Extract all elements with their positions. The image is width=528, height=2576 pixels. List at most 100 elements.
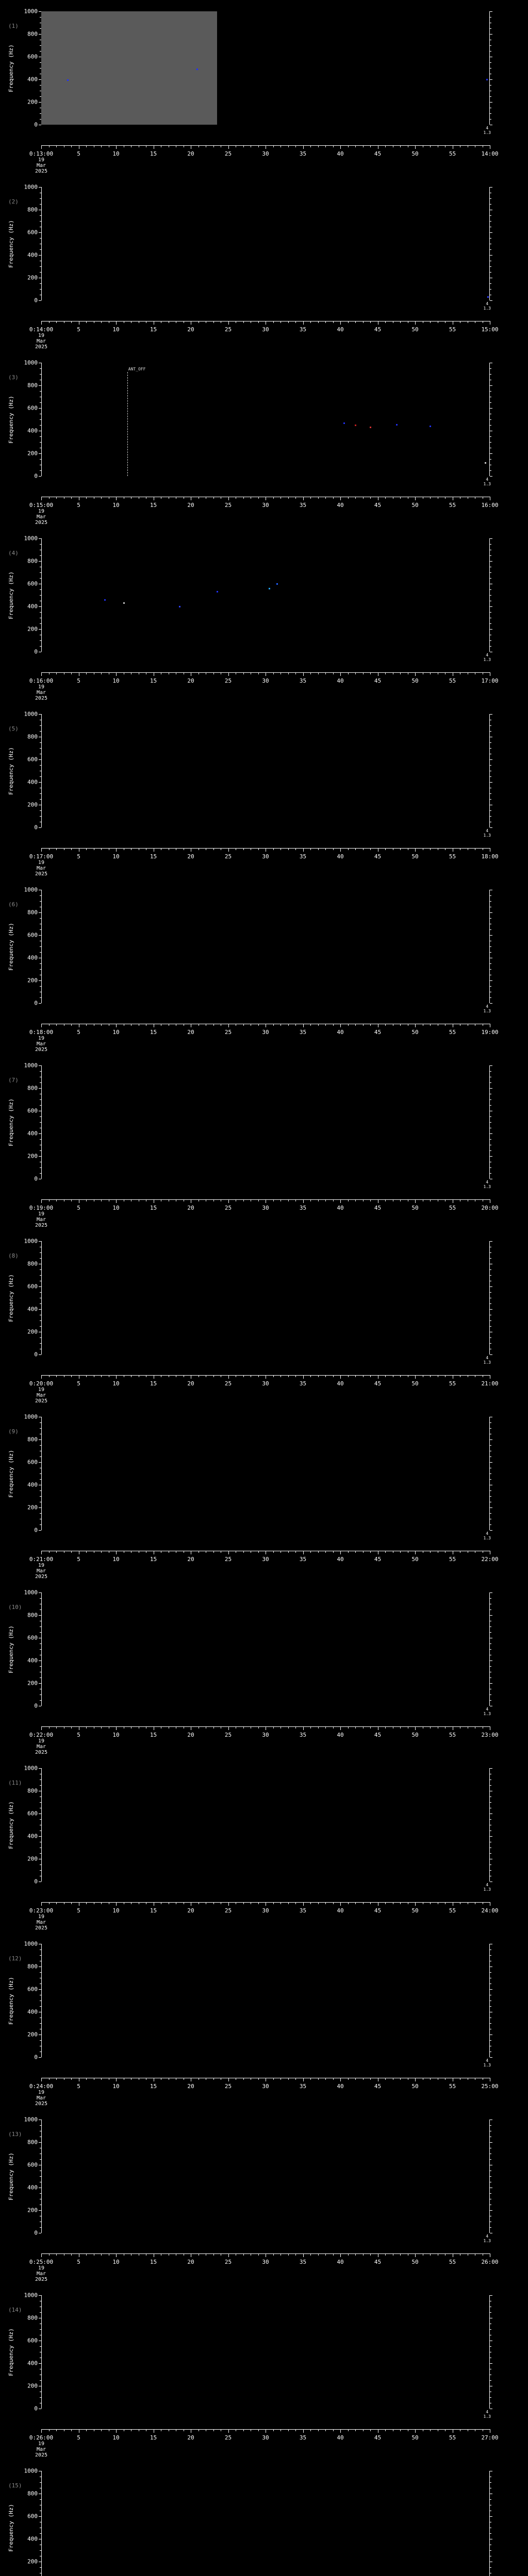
x-tick-major <box>228 1726 229 1730</box>
x-tick-minor <box>355 145 356 147</box>
x-tick-minor <box>56 2253 57 2256</box>
x-tick-minor <box>445 2253 446 2256</box>
x-tick-major <box>340 2429 341 2433</box>
x-tick-major <box>340 1375 341 1379</box>
x-tick-label: 30 <box>262 1205 269 1211</box>
y-axis-right-spine <box>489 1417 490 1530</box>
y-tick-label: 1000 <box>24 1589 38 1596</box>
x-tick-minor <box>348 1199 349 1201</box>
y-tick-minor-right <box>490 1524 491 1525</box>
x-tick-minor <box>348 1726 349 1728</box>
y-tick-minor-right <box>490 221 491 222</box>
y-tick-minor <box>40 2312 41 2313</box>
x-tick-minor <box>348 1375 349 1377</box>
x-tick-label: 50 <box>411 677 419 684</box>
x-tick-minor <box>86 1902 87 1904</box>
x-tick-major <box>116 497 117 500</box>
x-tick-label: 35 <box>299 2083 307 2090</box>
x-tick-label: 55 <box>449 677 456 684</box>
x-tick-major <box>340 145 341 149</box>
y-tick-minor <box>40 1122 41 1123</box>
y-tick-major-right <box>490 1530 492 1531</box>
y-tick-minor-right <box>490 1632 491 1633</box>
y-tick-minor-right <box>490 2023 491 2024</box>
y-tick-major-right <box>490 714 492 715</box>
x-axis-8: 0:20:00 19 Mar 2025 5 10 15 20 25 30 35 40 45 50 55 21:… <box>29 1375 499 1404</box>
data-layer-13 <box>41 2120 490 2233</box>
y-tick-minor-right <box>490 215 491 216</box>
x-tick-minor <box>445 145 446 147</box>
edge-key-value-upper: 4 <box>486 477 489 482</box>
x-tick-minor <box>288 145 289 147</box>
y-tick-major <box>39 1683 41 1684</box>
x-tick-minor <box>288 497 289 499</box>
y-tick-minor-right <box>490 799 491 800</box>
signal-feature <box>269 587 271 589</box>
x-tick-minor <box>48 672 50 674</box>
y-tick-label: 0 <box>34 1878 38 1885</box>
x-tick-minor <box>48 1024 50 1026</box>
x-tick-label: 40 <box>337 2259 344 2265</box>
x-tick-minor <box>445 2078 446 2080</box>
x-tick-minor <box>295 1199 296 1201</box>
x-tick-minor <box>288 1726 289 1728</box>
x-tick-minor <box>295 145 296 147</box>
y-tick-label: 600 <box>27 2337 38 2344</box>
y-tick-minor <box>40 1303 41 1304</box>
x-tick-minor <box>310 1726 311 1728</box>
x-tick-minor <box>295 1024 296 1026</box>
x-tick-minor <box>333 1902 334 1904</box>
y-tick-label: 1000 <box>24 359 38 366</box>
edge-key-value-upper: 4 <box>486 1531 489 1536</box>
y-axis-right-spine <box>489 11 490 125</box>
y-tick-minor-right <box>490 85 491 86</box>
x-tick-minor <box>430 497 431 499</box>
edge-key-value-upper: 4 <box>486 2410 489 2414</box>
x-tick-label: 50 <box>411 1029 419 1036</box>
x-tick-minor <box>71 672 72 674</box>
x-axis-14: 0:26:00 19 Mar 2025 5 10 15 20 25 30 35 40 45 50 55 27:… <box>29 2429 499 2458</box>
x-tick-minor <box>101 497 102 499</box>
x-tick-label: 25:00 <box>481 2083 499 2090</box>
x-tick-major <box>340 1024 341 1027</box>
y-tick-minor-right <box>490 2550 491 2551</box>
x-tick-label-sub: 19 <box>38 333 45 338</box>
x-tick-label: 10 <box>112 2083 120 2090</box>
x-tick-minor <box>288 1199 289 1201</box>
x-tick-major <box>340 321 341 325</box>
x-tick-minor <box>213 1375 214 1377</box>
y-tick-minor-right <box>490 1513 491 1514</box>
x-tick-major <box>41 848 42 852</box>
y-tick-minor-right <box>490 555 491 556</box>
data-layer-10 <box>41 1592 490 1706</box>
x-tick-minor <box>295 672 296 674</box>
edge-key-value-upper: 4 <box>486 828 489 833</box>
x-tick-minor <box>48 2078 50 2080</box>
y-tick-label: 800 <box>27 382 38 389</box>
panel-index-label: (12) <box>8 1955 22 1962</box>
x-tick-major <box>228 497 229 500</box>
y-tick-minor <box>40 204 41 205</box>
x-tick-label: 10 <box>112 853 120 860</box>
x-tick-label-sub: 2025 <box>35 2452 48 2458</box>
y-tick-minor-right <box>490 1643 491 1644</box>
y-tick-major-right <box>490 759 492 760</box>
x-tick-minor <box>370 1024 371 1026</box>
y-tick-minor <box>40 1252 41 1253</box>
x-tick-minor <box>430 1199 431 1201</box>
y-tick-minor <box>40 963 41 964</box>
x-tick-minor <box>385 2429 386 2431</box>
y-tick-label: 1000 <box>24 1413 38 1420</box>
spectrogram-panel-14: (14) Frequency (Hz) 0 200 400 600 800 1000 4 1.3 0… <box>0 2284 528 2460</box>
y-axis-left-spine <box>41 1768 42 1882</box>
y-tick-label: 600 <box>27 1986 38 1993</box>
y-tick-minor-right <box>490 918 491 919</box>
x-tick-label: 20 <box>187 150 194 157</box>
y-tick-minor-right <box>490 62 491 63</box>
x-tick-label-sub: Mar <box>36 690 46 696</box>
y-tick-major-right <box>490 1462 492 1463</box>
x-tick-label: 17:00 <box>481 677 499 684</box>
x-tick-minor <box>430 848 431 850</box>
edge-key-labels: 4 1.3 <box>484 653 491 662</box>
x-tick-label: 45 <box>374 1380 382 1387</box>
